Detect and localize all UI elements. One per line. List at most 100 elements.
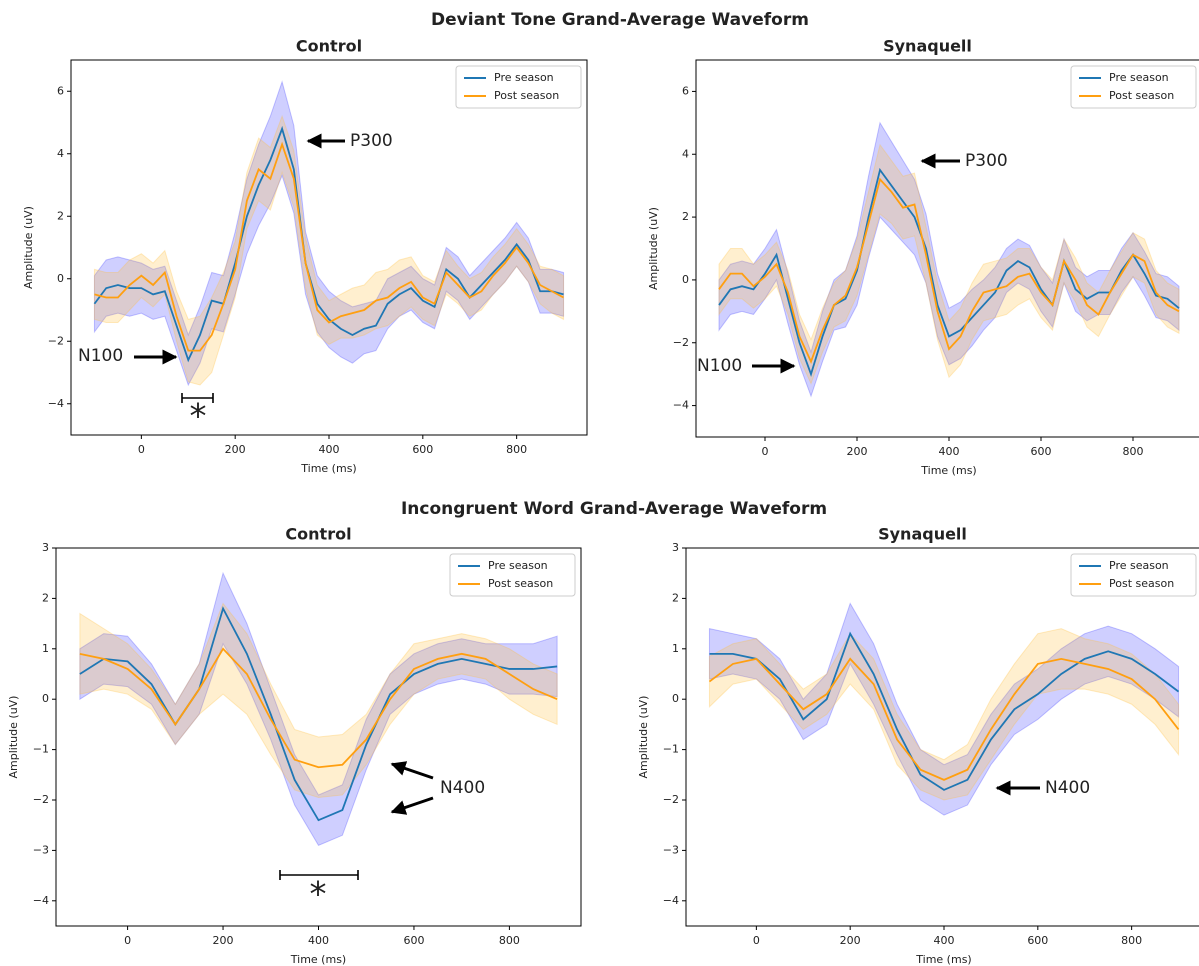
- x-axis-label: Time (ms): [920, 464, 976, 477]
- legend-box: [455, 65, 582, 109]
- confidence-band: [93, 80, 565, 387]
- x-tick-label: 800: [499, 934, 520, 947]
- confidence-band: [708, 602, 1180, 816]
- subplot-title: Control: [285, 525, 351, 544]
- confidence-band: [79, 571, 558, 846]
- y-tick-label: 2: [57, 209, 64, 222]
- subplot-title: Control: [296, 37, 362, 56]
- subplot: Synaquell Time (ms) Amplitude (uV) 0 200 400 6…: [647, 37, 1199, 477]
- y-tick-label: −2: [48, 334, 64, 347]
- y-tick-label: 0: [42, 692, 49, 705]
- y-tick-label: 6: [682, 84, 689, 97]
- y-tick-label: 0: [682, 273, 689, 286]
- annotation: N100: [78, 346, 123, 366]
- y-tick-label: −1: [33, 743, 49, 756]
- y-tick-label: 2: [672, 591, 679, 604]
- x-tick-label: 400: [939, 445, 960, 458]
- legend-box: [449, 553, 576, 597]
- y-axis-label: Amplitude (uV): [637, 696, 650, 779]
- x-tick-label: 400: [934, 934, 955, 947]
- legend-label: Post season: [1109, 577, 1174, 590]
- plot-area: [79, 571, 558, 846]
- line-series: [79, 647, 558, 769]
- x-tick-label: 0: [138, 443, 145, 456]
- subplot: Control Time (ms) Amplitude (uV) 0 200 400 600…: [7, 525, 582, 966]
- axes-frame: [70, 59, 588, 436]
- x-tick-label: 0: [753, 934, 760, 947]
- suptitle: Deviant Tone Grand-Average Waveform: [431, 10, 809, 30]
- y-tick-label: 2: [682, 210, 689, 223]
- x-tick-label: 800: [1121, 934, 1142, 947]
- y-tick-label: 4: [57, 147, 64, 160]
- annotation: P300: [350, 131, 393, 151]
- y-tick-label: −4: [48, 397, 64, 410]
- x-tick-label: 0: [762, 445, 769, 458]
- x-tick-label: 400: [308, 934, 329, 947]
- y-axis-label: Amplitude (uV): [7, 696, 20, 779]
- x-axis-label: Time (ms): [915, 953, 971, 966]
- x-tick-label: 200: [225, 443, 246, 456]
- y-tick-label: 3: [42, 541, 49, 554]
- y-tick-label: 0: [672, 692, 679, 705]
- legend-label: Post season: [1109, 89, 1174, 102]
- y-tick-label: 1: [672, 642, 679, 655]
- confidence-band: [79, 602, 558, 798]
- y-tick-label: −3: [663, 843, 679, 856]
- x-tick-label: 200: [213, 934, 234, 947]
- line-series: [718, 167, 1180, 377]
- x-tick-label: 800: [1123, 445, 1144, 458]
- y-tick-label: 1: [42, 642, 49, 655]
- y-tick-label: 6: [57, 84, 64, 97]
- annotation: *: [310, 875, 327, 915]
- line-series: [94, 141, 564, 352]
- annotation: N400: [440, 778, 485, 798]
- x-tick-label: 600: [1031, 445, 1052, 458]
- y-axis-label: Amplitude (uV): [22, 206, 35, 289]
- x-tick-label: 400: [319, 443, 340, 456]
- x-tick-label: 600: [1027, 934, 1048, 947]
- axes-frame: [55, 547, 582, 927]
- y-tick-label: −1: [663, 743, 679, 756]
- annotation: *: [190, 397, 207, 437]
- subplot-title: Synaquell: [883, 37, 972, 56]
- x-tick-label: 800: [506, 443, 527, 456]
- x-tick-label: 200: [840, 934, 861, 947]
- x-tick-label: 0: [124, 934, 131, 947]
- y-tick-label: −2: [663, 793, 679, 806]
- legend-box: [1070, 553, 1197, 597]
- confidence-band: [718, 143, 1180, 385]
- legend-label: Pre season: [488, 559, 548, 572]
- axes-frame: [695, 59, 1199, 438]
- confidence-band: [708, 628, 1180, 801]
- arrow: [390, 796, 434, 815]
- line-series: [79, 606, 558, 822]
- suptitle: Incongruent Word Grand-Average Waveform: [401, 499, 827, 519]
- y-axis-label: Amplitude (uV): [647, 207, 660, 290]
- legend-label: Pre season: [1109, 71, 1169, 84]
- subplot: Control Time (ms) Amplitude (uV) 0 200 400 600…: [22, 37, 588, 475]
- annotation: N400: [1045, 778, 1090, 798]
- annotation: P300: [965, 151, 1008, 171]
- x-tick-label: 600: [412, 443, 433, 456]
- y-tick-label: −4: [673, 399, 689, 412]
- significance-bar: [279, 870, 359, 880]
- confidence-band: [93, 114, 565, 386]
- y-tick-label: 3: [672, 541, 679, 554]
- legend-box: [1070, 65, 1197, 109]
- y-tick-label: −4: [663, 894, 679, 907]
- y-tick-label: 0: [57, 272, 64, 285]
- line-series: [708, 657, 1180, 781]
- y-tick-label: −2: [673, 336, 689, 349]
- axes-frame: [685, 547, 1199, 927]
- plot-area: [718, 121, 1180, 398]
- legend-label: Pre season: [494, 71, 554, 84]
- arrow: [390, 761, 434, 780]
- line-series: [93, 125, 564, 363]
- legend-label: Post season: [488, 577, 553, 590]
- significance-bar: [181, 393, 214, 403]
- subplot-title: Synaquell: [878, 525, 967, 544]
- legend-label: Post season: [494, 89, 559, 102]
- y-tick-label: −4: [33, 894, 49, 907]
- plot-area: [708, 602, 1180, 816]
